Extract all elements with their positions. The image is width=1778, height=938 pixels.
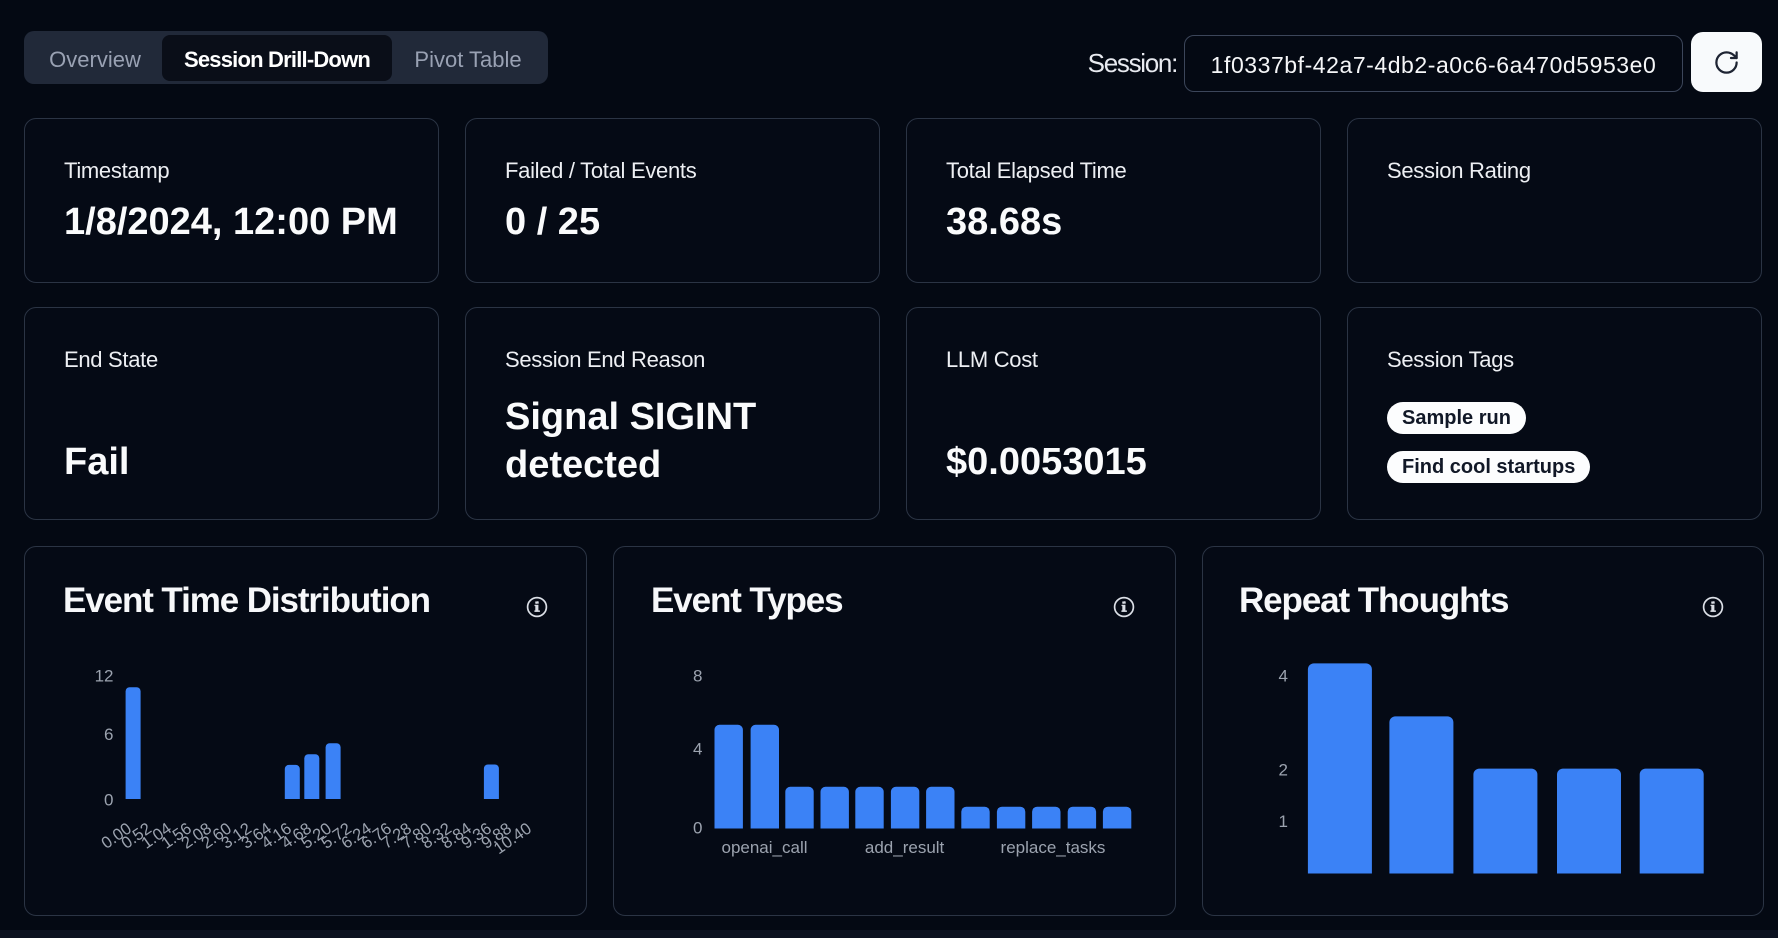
svg-text:0: 0 (104, 791, 113, 810)
svg-text:4: 4 (1279, 667, 1288, 686)
svg-text:12: 12 (95, 667, 114, 686)
svg-text:2: 2 (1279, 761, 1288, 780)
svg-text:4: 4 (693, 740, 702, 759)
svg-text:replace_tasks: replace_tasks (1001, 838, 1106, 857)
svg-text:6: 6 (104, 725, 113, 744)
svg-text:8: 8 (693, 667, 702, 686)
svg-text:1: 1 (1279, 812, 1288, 831)
svg-text:add_result: add_result (865, 838, 945, 857)
svg-text:0: 0 (693, 819, 702, 838)
svg-text:openai_call: openai_call (721, 838, 807, 857)
